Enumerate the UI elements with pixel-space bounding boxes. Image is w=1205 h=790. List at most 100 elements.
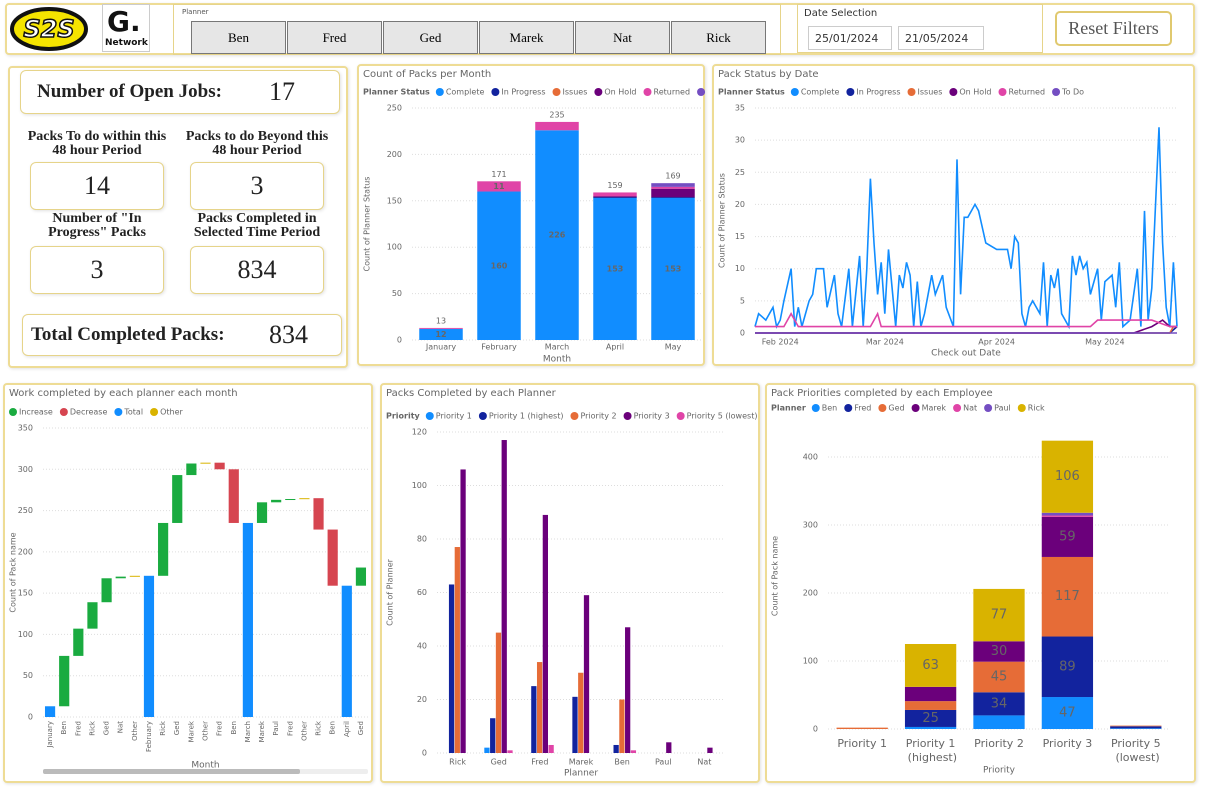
bar-segment [973,692,1025,716]
y-tick-label: 80 [417,535,427,544]
waterfall-bar [341,585,352,717]
data-label: 63 [922,658,939,673]
waterfall-bar [115,576,126,579]
bar-segment [593,197,637,199]
y-tick-label: 200 [803,589,818,598]
x-tick-label: Rick [315,720,323,736]
legend-marker [949,88,958,96]
bar [448,584,455,753]
x-tick-label: Feb 2024 [762,338,799,347]
x-tick-label: Rick [159,720,167,736]
y-tick-label: 35 [735,104,745,113]
planner-button[interactable]: Marek [479,21,574,54]
panel [357,64,705,366]
total-card: Total Completed Packs: 834 [22,314,342,356]
date-from[interactable]: 25/01/2024 [808,26,892,50]
legend-marker [998,88,1007,96]
x-axis-label: Planner [564,769,598,779]
legend-label: Marek [922,404,947,413]
reset-button[interactable]: Reset Filters [1055,11,1172,46]
planner-button[interactable]: Ged [383,21,478,54]
bar-segment [1041,697,1094,729]
x-tick-label: Marek [258,720,266,742]
x-tick-label: Marek [569,758,594,767]
slicer-label: Planner [182,8,209,16]
legend-title: Planner Status [363,88,430,97]
x-axis-label: Priority [983,766,1016,776]
line [755,311,1177,328]
y-tick-label: 0 [28,713,33,722]
y-tick-label: 250 [387,104,402,113]
x-tick-label: Fred [74,721,82,736]
bar-segment [1041,636,1094,698]
data-label: 160 [491,261,508,270]
x-tick-label: Mar 2024 [866,338,904,347]
x-tick-label: Fred [286,721,294,736]
data-label: 45 [991,669,1008,684]
date-to[interactable]: 21/05/2024 [898,26,984,50]
legend-marker [552,88,561,96]
x-axis-label: Month [543,355,571,365]
waterfall-bar [158,522,169,576]
chart-title: Packs Completed by each Planner [386,388,557,399]
bar [507,750,513,753]
planner-button[interactable]: Rick [671,21,766,54]
bar-segment [1041,516,1094,557]
data-label: 106 [1055,469,1080,484]
bar [630,750,637,753]
chart-title: Work completed by each planner each mont… [9,388,238,399]
bar [613,744,619,753]
bar-segment [593,196,637,198]
planner-button[interactable]: Ben [191,21,286,54]
legend-label: Issues [918,88,943,97]
y-tick-label: 300 [18,465,33,474]
data-label: 117 [1055,589,1080,604]
x-tick-label: Ged [103,721,111,735]
data-label: 153 [607,265,624,274]
legend-label: To Do [1061,88,1084,97]
bar [536,662,543,753]
waterfall-bar [44,706,56,717]
data-label: 59 [1059,529,1076,544]
data-label: 153 [665,265,682,274]
data-label: 34 [991,696,1008,711]
bar-segment [419,327,463,329]
legend-marker [594,88,603,96]
legend-marker [697,88,705,96]
data-label: 226 [549,231,566,240]
legend-label: Total [123,408,143,417]
bar-segment [593,198,637,340]
y-tick-label: 60 [417,588,427,597]
bar-segment [904,726,957,729]
x-tick-label: Priority 2 [974,737,1024,750]
x-tick-label: Nat [117,721,125,734]
legend-marker [1017,404,1026,412]
bar [619,699,625,753]
legend-label: Issues [563,88,588,97]
kpi-value: 834 [269,320,308,349]
y-tick-label: 0 [813,725,818,734]
legend-marker [1052,88,1061,96]
x-tick-label: Apr 2024 [978,338,1015,347]
bar [460,469,466,753]
x-tick-label: January [46,721,54,749]
planner-button[interactable]: Fred [287,21,382,54]
bar-segment [973,715,1025,729]
y-tick-label: 200 [387,150,402,159]
kpi-label: Packs to do Beyond this 48 hour Period [185,129,329,158]
y-tick-label: 300 [803,521,818,530]
y-tick-label: 400 [803,453,818,462]
waterfall-bar [87,602,98,629]
kpi-value: 834 [190,246,324,294]
y-tick-label: 20 [417,695,427,704]
waterfall-bar [129,575,140,577]
legend-label: Rick [1028,404,1045,413]
total-label: 235 [549,110,564,119]
planner-button[interactable]: Nat [575,21,670,54]
legend-label: Returned [1009,88,1046,97]
bar-segment [651,188,695,198]
x-tick-label: March [244,721,252,742]
bar [542,514,548,753]
legend-marker [984,404,993,412]
scrollbar-thumb [43,769,300,774]
